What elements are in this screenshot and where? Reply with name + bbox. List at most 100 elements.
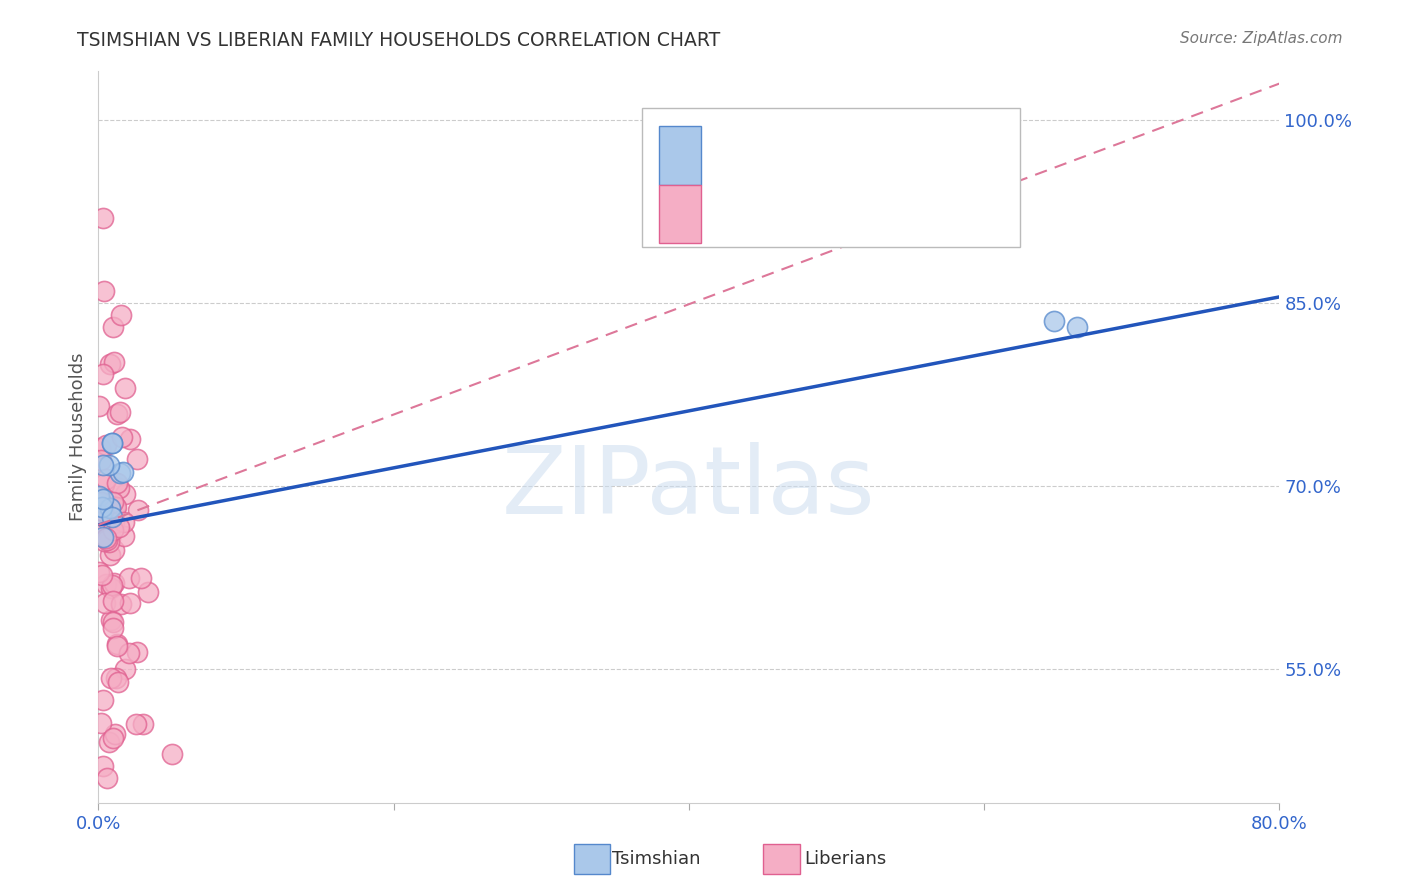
Point [100,436,122,450]
Text: Source: ZipAtlas.com: Source: ZipAtlas.com [1180,31,1343,46]
Point [108,481,131,495]
Point [100,500,122,515]
Point [162,747,183,761]
Point [114,381,136,395]
Point [100,581,122,595]
Point [118,432,141,446]
Point [101,436,124,450]
Point [90,716,112,731]
Point [103,594,125,608]
Point [108,405,131,419]
Point [107,675,129,690]
Point [97,458,120,472]
Text: R = 0.741   N = 15: R = 0.741 N = 15 [707,146,877,164]
Point [97,735,120,749]
Point [91,500,114,515]
Point [112,516,135,530]
Point [96,438,118,452]
Point [87,489,110,503]
Point [96,772,118,786]
Point [114,662,136,676]
Point [94,472,117,486]
Point [94,576,117,591]
Point [105,407,128,421]
Point [98,357,121,371]
Point [118,647,141,661]
Point [105,639,128,653]
Point [100,531,122,545]
Point [96,533,118,547]
Point [101,731,124,745]
Point [125,717,148,731]
Text: Tsimshian: Tsimshian [612,850,700,868]
Point [90,453,112,467]
Point [91,458,114,473]
Point [1066,320,1088,334]
Point [127,502,149,516]
Text: Liberians: Liberians [804,850,886,868]
Point [104,500,127,515]
Point [93,477,115,491]
Point [93,367,115,381]
Y-axis label: Family Households: Family Households [69,353,87,521]
Point [110,598,132,612]
Point [101,621,124,635]
Point [101,615,124,629]
Point [89,516,111,531]
Point [103,576,125,591]
Point [89,566,111,580]
Point [90,495,112,509]
Point [103,320,125,334]
Point [103,507,125,521]
Point [101,578,124,592]
Point [103,516,125,531]
Point [104,727,127,741]
Point [93,533,115,548]
Point [110,309,132,323]
Point [89,441,111,455]
FancyBboxPatch shape [659,127,700,185]
Point [105,637,128,651]
FancyBboxPatch shape [659,185,700,244]
Text: TSIMSHIAN VS LIBERIAN FAMILY HOUSEHOLDS CORRELATION CHART: TSIMSHIAN VS LIBERIAN FAMILY HOUSEHOLDS … [77,31,721,50]
Point [89,399,111,413]
Point [91,567,114,582]
Point [101,523,124,537]
Point [129,571,152,585]
Point [101,495,124,509]
Point [105,476,128,491]
Point [114,487,136,501]
Point [100,613,122,627]
Point [91,504,114,518]
Point [118,596,141,610]
Point [94,531,117,545]
Point [127,645,149,659]
Point [103,355,125,369]
Point [91,692,114,706]
Point [108,466,131,480]
Point [90,508,112,523]
Point [100,671,122,685]
Point [103,542,125,557]
Point [118,571,141,585]
Point [108,520,131,534]
Point [93,284,115,298]
Point [136,585,159,599]
Point [94,596,117,610]
Point [91,530,114,544]
Point [1042,314,1064,328]
Text: R = 0.124   N = 79: R = 0.124 N = 79 [707,205,877,223]
Point [132,716,155,731]
Point [97,534,120,549]
FancyBboxPatch shape [641,108,1019,247]
Point [105,671,128,685]
Point [98,529,121,543]
Point [91,211,114,225]
Point [111,465,134,479]
Text: ZIPatlas: ZIPatlas [502,442,876,534]
Point [112,529,135,543]
Point [104,500,127,514]
Point [127,451,149,466]
Point [94,511,117,525]
Point [89,520,111,534]
